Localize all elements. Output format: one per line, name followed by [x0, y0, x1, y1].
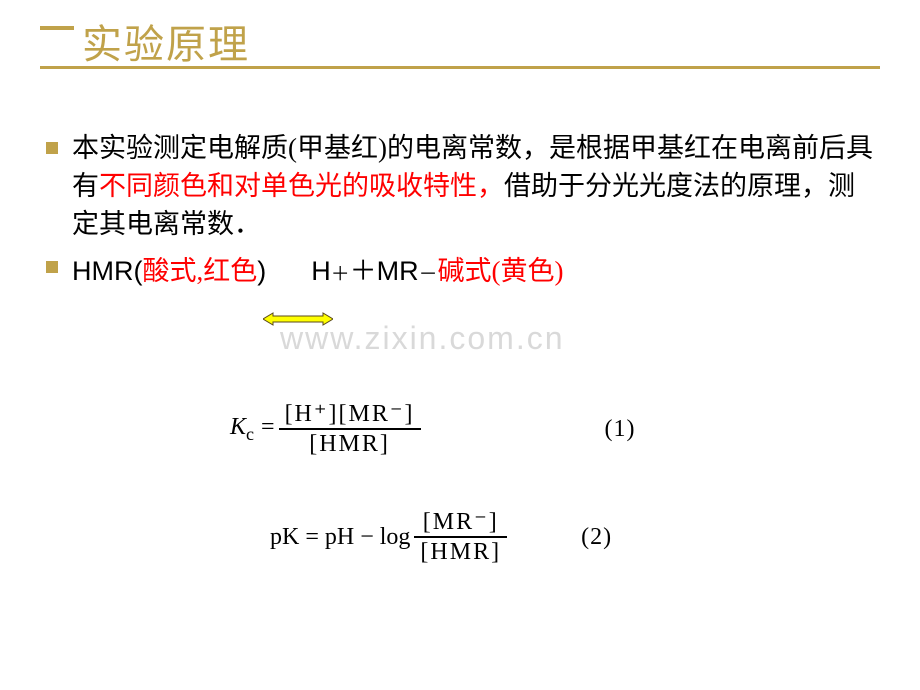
eq1-label: (1) — [605, 417, 636, 441]
equation-1: Kc = [H⁺][MR⁻] [HMR] (1) — [230, 400, 636, 458]
hmr-base-label: 碱式(黄色) — [438, 249, 564, 288]
p1-highlight: 不同颜色和对单色光的吸收特性， — [99, 171, 504, 201]
eq1-sub: c — [246, 424, 255, 444]
bullet-item-2: HMR(酸式,红色) H＋＋MR－碱式(黄色) — [40, 249, 880, 288]
watermark-text: www.zixin.com.cn — [280, 320, 565, 357]
title-accent-line — [40, 26, 74, 30]
hmr-acid-label: 酸式,红色 — [142, 249, 257, 288]
hmr-text-3: ＋MR — [350, 249, 419, 288]
hmr-sup-plus: ＋ — [331, 259, 350, 286]
eq2-lhs: pK = pH − log — [270, 525, 410, 549]
equations-block: Kc = [H⁺][MR⁻] [HMR] (1) pK = pH − log [… — [230, 400, 636, 616]
bullet-icon — [46, 261, 58, 273]
eq1-numerator: [H⁺][MR⁻] — [279, 400, 421, 428]
eq2-numerator: [MR⁻] — [417, 508, 505, 536]
paragraph-1: 本实验测定电解质(甲基红)的电离常数，是根据甲基红在电离前后具有不同颜色和对单色… — [72, 130, 880, 243]
content-area: 本实验测定电解质(甲基红)的电离常数，是根据甲基红在电离前后具有不同颜色和对单色… — [40, 130, 880, 294]
bullet-icon — [46, 142, 58, 154]
eq1-denominator: [HMR] — [303, 430, 396, 458]
hmr-sup-minus: － — [419, 259, 438, 286]
eq1-lhs: Kc = — [230, 415, 275, 443]
hmr-text-1: HMR( — [72, 256, 142, 287]
hmr-text-2: ) H — [257, 256, 331, 287]
hmr-equilibrium-line: HMR(酸式,红色) H＋＋MR－碱式(黄色) — [72, 249, 564, 288]
eq2-fraction: [MR⁻] [HMR] — [414, 508, 507, 566]
eq1-K: K — [230, 414, 246, 440]
eq2-denominator: [HMR] — [414, 538, 507, 566]
slide-title-block: 实验原理 — [40, 12, 250, 70]
eq2-label: (2) — [581, 525, 612, 549]
title-underline — [40, 66, 880, 69]
eq1-fraction: [H⁺][MR⁻] [HMR] — [279, 400, 421, 458]
bullet-item-1: 本实验测定电解质(甲基红)的电离常数，是根据甲基红在电离前后具有不同颜色和对单色… — [40, 130, 880, 243]
equation-2: pK = pH − log [MR⁻] [HMR] (2) — [270, 508, 636, 566]
slide-title: 实验原理 — [82, 22, 250, 67]
